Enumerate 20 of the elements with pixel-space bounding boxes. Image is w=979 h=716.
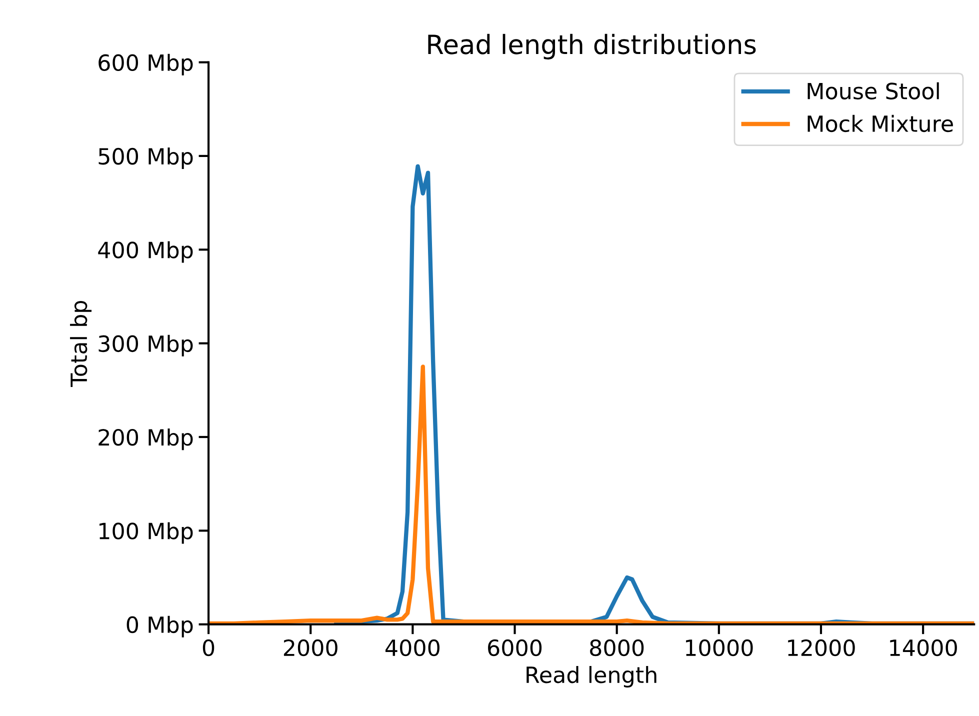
x-tick-label: 2000 xyxy=(284,639,338,656)
x-axis-title: Read length xyxy=(526,666,656,688)
x-tick-label: 14000 xyxy=(890,639,957,656)
y-tick-label: 400 Mbp xyxy=(98,241,193,263)
y-tick-label: 500 Mbp xyxy=(98,148,193,170)
y-tick-label: 0 Mbp xyxy=(126,616,193,638)
y-axis-title: Total bp xyxy=(70,300,92,387)
y-tick-label: 600 Mbp xyxy=(98,54,193,76)
y-tick-label: 100 Mbp xyxy=(100,522,193,544)
legend-label: Mock Mixture xyxy=(808,114,953,132)
y-tick-label: 200 Mbp xyxy=(98,428,193,450)
x-tick-label: 12000 xyxy=(788,639,855,656)
x-tick-label: 10000 xyxy=(686,639,753,656)
x-tick-label: 0 xyxy=(202,639,214,656)
y-tick-label: 300 Mbp xyxy=(98,334,193,356)
x-tick-label: 8000 xyxy=(590,639,644,656)
legend-label: Mouse Stool xyxy=(808,82,939,100)
x-tick-label: 6000 xyxy=(488,639,542,656)
x-tick-label: 4000 xyxy=(385,639,440,656)
chart-title: Read length distributions xyxy=(428,34,756,60)
